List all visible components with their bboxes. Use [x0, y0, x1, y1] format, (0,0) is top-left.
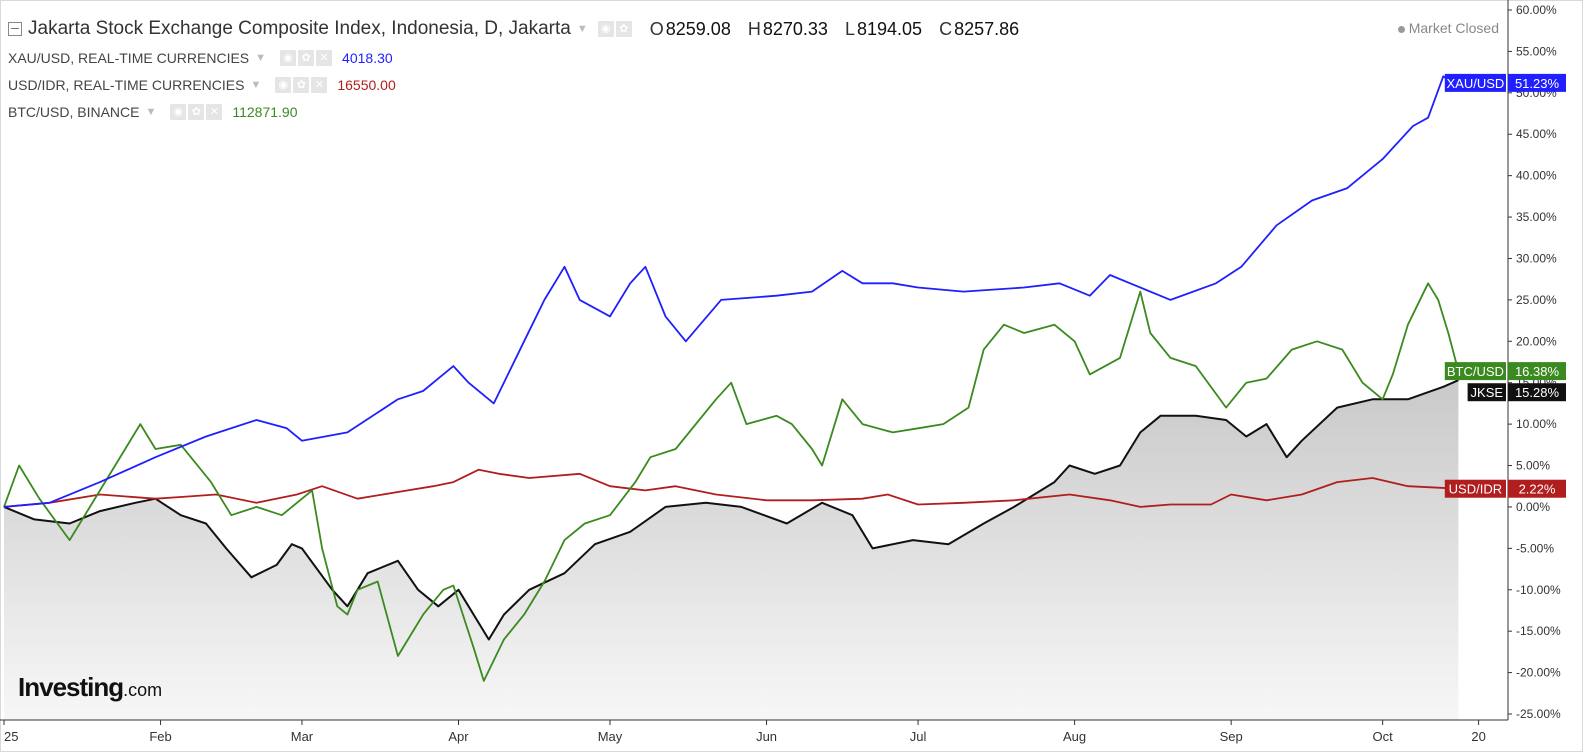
chevron-down-icon[interactable]: ▼ [576, 23, 588, 35]
logo-suffix-text: .com [123, 680, 163, 700]
open-key: O [649, 18, 664, 39]
gear-icon[interactable]: ✿ [298, 50, 315, 66]
overlay-value: 16550.00 [337, 77, 396, 93]
low-value: 8194.05 [856, 18, 923, 39]
open-value: 8259.08 [665, 18, 731, 39]
close-icon[interactable]: ✕ [206, 104, 223, 120]
collapse-icon[interactable] [8, 22, 22, 36]
chevron-down-icon[interactable]: ▼ [250, 79, 262, 91]
eye-icon[interactable]: ◉ [275, 77, 292, 93]
chevron-down-icon[interactable]: ▼ [145, 106, 157, 118]
close-icon[interactable]: ✕ [316, 50, 333, 66]
chart-header: Jakarta Stock Exchange Composite Index, … [8, 18, 1031, 40]
close-icon[interactable]: ✕ [311, 77, 328, 93]
chevron-down-icon[interactable]: ▼ [255, 52, 267, 64]
overlay-value: 4018.30 [342, 50, 393, 66]
low-key: L [844, 18, 855, 39]
overlay-label: USD/IDR, REAL-TIME CURRENCIES [8, 77, 245, 93]
market-status-text: Market Closed [1408, 20, 1499, 36]
eye-icon[interactable]: ◉ [597, 21, 614, 37]
close-value: 8257.86 [954, 18, 1020, 39]
eye-icon[interactable]: ◉ [280, 50, 297, 66]
logo-main-text: Investing [18, 672, 124, 702]
status-dot-icon [1397, 25, 1405, 33]
overlay-row-usdidr: USD/IDR, REAL-TIME CURRENCIES ▼ ◉ ✿ ✕ 16… [8, 77, 396, 93]
high-value: 8270.33 [762, 18, 828, 39]
overlay-label: XAU/USD, REAL-TIME CURRENCIES [8, 50, 250, 66]
ohlc-readout: O 8259.08 H 8270.33 L 8194.05 C 8257.86 [650, 19, 1031, 40]
investing-logo: Investing.com [18, 672, 162, 703]
overlay-label: BTC/USD, BINANCE [8, 104, 140, 120]
eye-icon[interactable]: ◉ [170, 104, 187, 120]
overlay-value: 112871.90 [232, 104, 298, 120]
overlay-row-xauusd: XAU/USD, REAL-TIME CURRENCIES ▼ ◉ ✿ ✕ 40… [8, 50, 393, 66]
close-key: C [939, 18, 953, 39]
gear-icon[interactable]: ✿ [188, 104, 205, 120]
overlay-row-btcusd: BTC/USD, BINANCE ▼ ◉ ✿ ✕ 112871.90 [8, 104, 298, 120]
gear-icon[interactable]: ✿ [615, 21, 632, 37]
chart-title: Jakarta Stock Exchange Composite Index, … [28, 18, 571, 39]
gear-icon[interactable]: ✿ [293, 77, 310, 93]
high-key: H [747, 18, 761, 39]
market-status: Market Closed [1397, 20, 1499, 36]
